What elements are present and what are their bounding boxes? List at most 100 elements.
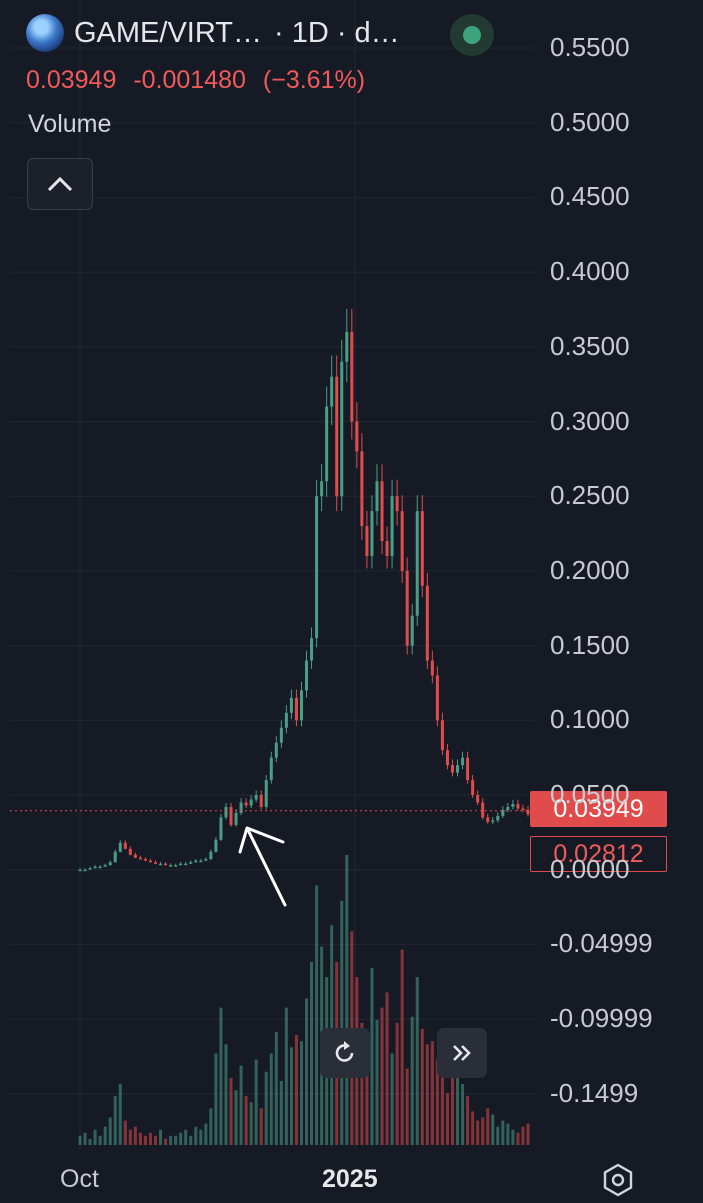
collapse-legend-button[interactable] bbox=[27, 158, 93, 210]
candle-body bbox=[506, 806, 510, 810]
candle-body bbox=[234, 812, 238, 825]
symbol-avatar bbox=[26, 14, 64, 52]
price-candles bbox=[78, 308, 530, 872]
volume-bar bbox=[194, 1126, 198, 1145]
candle-body bbox=[279, 727, 283, 743]
y-tick-label: 0.2000 bbox=[550, 554, 630, 585]
candle-body bbox=[239, 802, 243, 813]
volume-bar bbox=[526, 1123, 530, 1145]
candle-body bbox=[78, 869, 82, 872]
volume-bar bbox=[340, 900, 344, 1145]
volume-bar bbox=[189, 1135, 193, 1145]
candle-body bbox=[169, 865, 173, 867]
grid-lines bbox=[10, 0, 535, 1150]
volume-bar bbox=[174, 1135, 178, 1145]
y-tick-label: 0.3500 bbox=[550, 330, 630, 361]
candle-body bbox=[113, 851, 117, 863]
symbol-name[interactable]: GAME/VIRT… bbox=[74, 16, 262, 49]
candle-body bbox=[395, 496, 399, 512]
candle-body bbox=[310, 638, 314, 661]
scroll-to-realtime-button[interactable] bbox=[437, 1028, 487, 1078]
volume-bar bbox=[93, 1129, 97, 1145]
chart-settings-button[interactable] bbox=[600, 1162, 636, 1198]
chart-header[interactable]: GAME/VIRT… · 1D · d… bbox=[26, 14, 400, 52]
volume-bar bbox=[516, 1132, 520, 1145]
volume-bar bbox=[83, 1132, 87, 1145]
volume-bars bbox=[78, 855, 530, 1145]
y-tick-label: 0.4000 bbox=[550, 256, 630, 287]
volume-bar bbox=[315, 885, 319, 1145]
settings-hexagon-icon bbox=[603, 1163, 633, 1197]
candle-body bbox=[93, 866, 97, 869]
volume-bar bbox=[214, 1053, 218, 1145]
last-price: 0.03949 bbox=[26, 66, 117, 94]
interval-label[interactable]: · 1D · d… bbox=[274, 16, 400, 49]
volume-bar bbox=[219, 1007, 223, 1145]
volume-bar bbox=[511, 1129, 515, 1145]
candle-body bbox=[103, 865, 107, 867]
candle-body bbox=[88, 868, 92, 870]
volume-indicator-label[interactable]: Volume bbox=[28, 110, 112, 138]
volume-bar bbox=[345, 855, 349, 1145]
candle-body bbox=[330, 376, 334, 407]
candle-body bbox=[430, 660, 434, 676]
volume-bar bbox=[370, 967, 374, 1145]
candle-body bbox=[375, 481, 379, 512]
candle-body bbox=[481, 802, 485, 818]
candle-body bbox=[224, 806, 228, 818]
candle-body bbox=[264, 780, 268, 807]
volume-bar bbox=[184, 1129, 188, 1145]
volume-bar bbox=[430, 1041, 434, 1145]
volume-bar bbox=[365, 1038, 369, 1145]
candle-body bbox=[425, 585, 429, 661]
volume-bar bbox=[501, 1120, 505, 1145]
volume-bar bbox=[284, 1007, 288, 1145]
volume-bar bbox=[476, 1120, 480, 1145]
candle-body bbox=[521, 808, 525, 810]
candle-body bbox=[249, 799, 253, 806]
volume-bar bbox=[143, 1135, 147, 1145]
candle-body bbox=[179, 863, 183, 866]
candle-body bbox=[133, 854, 137, 858]
candle-body bbox=[299, 690, 303, 721]
candle-body bbox=[194, 860, 198, 863]
volume-bar bbox=[375, 1019, 379, 1145]
volume-bar bbox=[450, 1077, 455, 1145]
x-tick-label: 2025 bbox=[322, 1165, 378, 1193]
candle-body bbox=[370, 511, 374, 556]
y-tick-label: -0.04999 bbox=[550, 928, 653, 959]
candle-body bbox=[259, 795, 263, 807]
volume-bar bbox=[229, 1077, 233, 1145]
chevron-up-icon bbox=[47, 176, 73, 192]
volume-bar bbox=[471, 1111, 475, 1145]
candle-body bbox=[345, 331, 349, 362]
candle-body bbox=[305, 660, 309, 691]
price-change: -0.001480 bbox=[133, 66, 246, 94]
candle-body bbox=[365, 526, 369, 556]
volume-bar bbox=[264, 1071, 268, 1145]
candle-body bbox=[380, 481, 384, 542]
y-tick-label: 0.4500 bbox=[550, 181, 630, 212]
candle-body bbox=[405, 570, 409, 646]
volume-bar bbox=[78, 1135, 82, 1145]
candle-body bbox=[219, 817, 223, 840]
annotation-arrow-head bbox=[238, 826, 285, 854]
candle-body bbox=[471, 780, 475, 795]
candle-body bbox=[420, 511, 424, 586]
volume-bar bbox=[491, 1114, 495, 1145]
candle-body bbox=[400, 511, 404, 571]
candle-body bbox=[415, 511, 419, 616]
candle-body bbox=[143, 859, 147, 861]
reset-chart-button[interactable] bbox=[320, 1028, 370, 1078]
volume-bar bbox=[128, 1129, 132, 1145]
price-change-pct: (−3.61%) bbox=[262, 66, 366, 94]
candle-body bbox=[456, 765, 460, 773]
candle-body bbox=[189, 862, 193, 864]
candle-body bbox=[450, 765, 455, 773]
candle-body bbox=[410, 615, 414, 646]
y-tick-label: -0.1499 bbox=[550, 1077, 639, 1108]
candle-body bbox=[511, 803, 515, 807]
candle-body bbox=[526, 809, 530, 815]
volume-bar bbox=[179, 1132, 183, 1145]
